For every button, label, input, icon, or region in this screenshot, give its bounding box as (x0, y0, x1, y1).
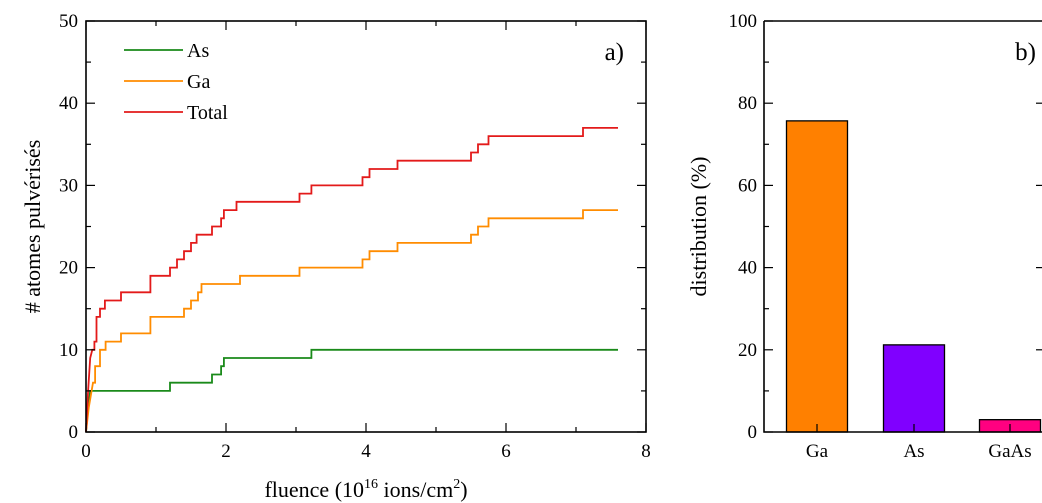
y-tick-label: 10 (59, 340, 78, 361)
panel-label-a: a) (605, 39, 624, 66)
series-group (85, 127, 618, 433)
x-tick-label: As (903, 441, 924, 462)
bars-group (785, 120, 1042, 433)
legend-label-ga: Ga (187, 71, 210, 93)
plot-frame (85, 20, 647, 433)
y-tick-label: 20 (59, 258, 78, 279)
x-tick-label: GaAs (988, 441, 1031, 462)
bar-ga (785, 120, 849, 433)
y-axis-title: # atomes pulvérisés (20, 140, 45, 314)
y-tick-label: 60 (738, 175, 757, 196)
x-axis-title-unit-exponent: 2 (453, 477, 460, 492)
bar-as (882, 344, 946, 433)
y-axis-title: distribution (%) (686, 157, 711, 297)
axis-ticks: 0 2 4 6 8 0 10 20 30 40 50 (59, 11, 651, 462)
x-tick-label: Ga (806, 441, 829, 462)
x-tick-label: 8 (641, 441, 651, 462)
legend-label-total: Total (187, 102, 228, 124)
x-axis-title-prefix: fluence (10 (264, 477, 364, 502)
line-chart-panel: 0 2 4 6 8 0 10 20 30 40 50 As Ga Total a) # atomes p… (20, 11, 651, 502)
x-tick-label: 0 (81, 441, 91, 462)
series-line-ga (85, 209, 618, 433)
x-tick-label: 6 (501, 441, 511, 462)
y-tick-label: 80 (738, 93, 757, 114)
x-axis-title-unit: ions/cm (378, 477, 453, 502)
legend: As Ga Total (124, 40, 228, 124)
y-tick-label: 20 (738, 340, 757, 361)
series-line-total (85, 127, 618, 433)
y-tick-label: 50 (59, 11, 78, 32)
series-line-as (85, 348, 618, 433)
x-axis-title: fluence (1016 ions/cm2) (264, 477, 467, 502)
y-tick-label: 0 (69, 422, 79, 443)
y-tick-label: 0 (748, 422, 758, 443)
panel-label-b: b) (1015, 39, 1036, 66)
y-tick-label: 40 (738, 258, 757, 279)
x-axis-title-exponent: 16 (364, 477, 378, 492)
x-axis-title-suffix: ) (460, 477, 467, 502)
y-tick-label: 30 (59, 175, 78, 196)
y-tick-label: 100 (729, 11, 758, 32)
x-tick-label: 4 (361, 441, 371, 462)
x-tick-label: 2 (221, 441, 231, 462)
legend-label-as: As (187, 40, 209, 62)
y-tick-label: 40 (59, 93, 78, 114)
